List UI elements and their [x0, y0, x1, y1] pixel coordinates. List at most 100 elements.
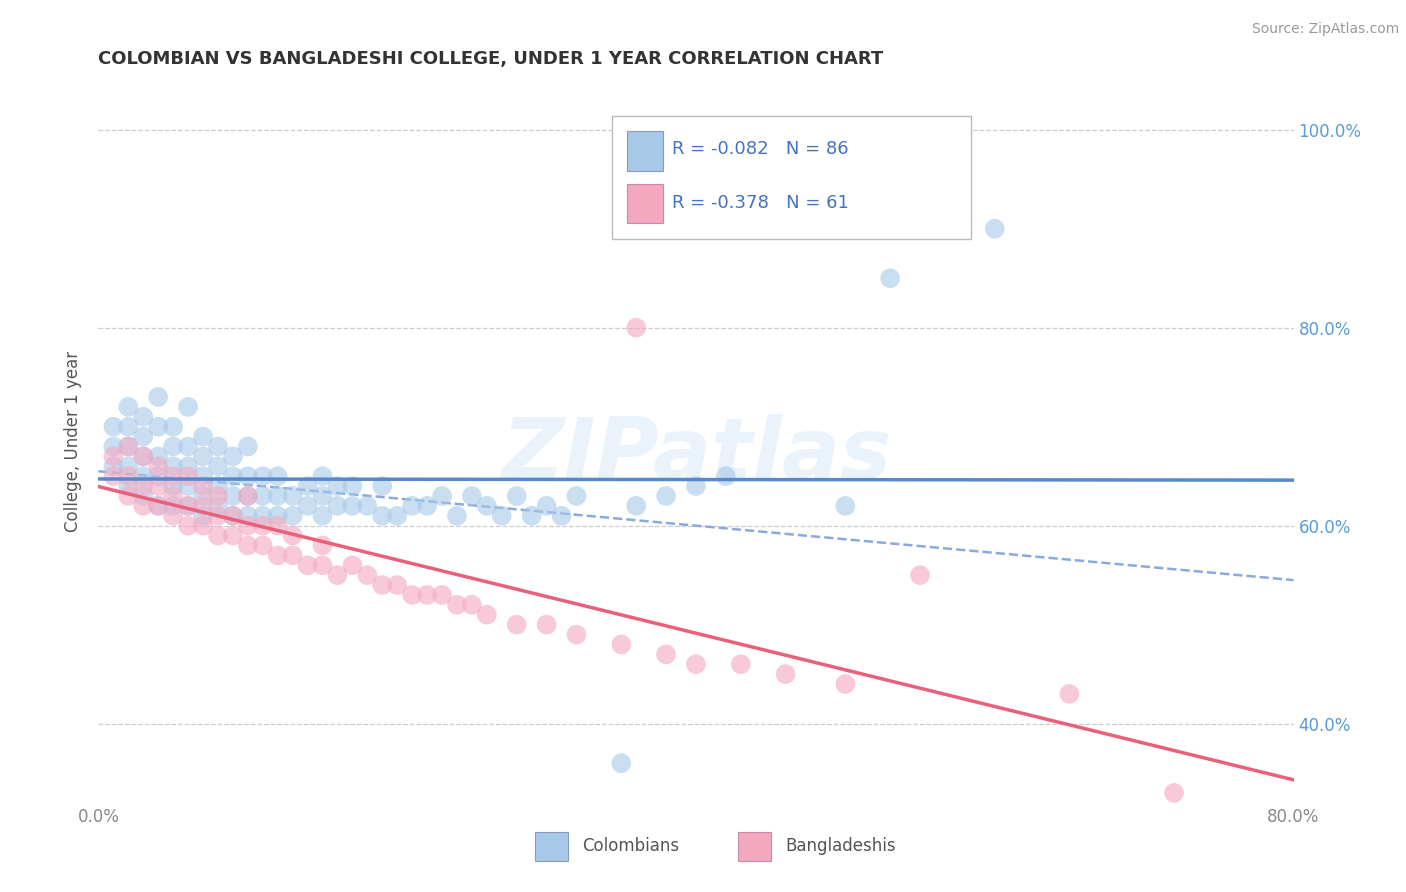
Point [132, 450, 155, 464]
Point [297, 558, 319, 573]
Point [132, 409, 155, 424]
Point [177, 499, 200, 513]
Point [297, 499, 319, 513]
Point [475, 607, 498, 622]
Point [177, 440, 200, 454]
Point [148, 499, 170, 513]
Point [132, 499, 155, 513]
Point [222, 508, 245, 523]
FancyBboxPatch shape [627, 131, 662, 170]
Point [984, 221, 1007, 235]
Point [252, 539, 274, 553]
Point [834, 499, 856, 513]
Point [207, 479, 229, 493]
Point [177, 499, 200, 513]
Point [117, 479, 139, 493]
Point [385, 578, 409, 592]
Y-axis label: College, Under 1 year: College, Under 1 year [65, 351, 83, 533]
Point [236, 489, 259, 503]
Point [177, 459, 200, 474]
Point [207, 459, 229, 474]
Point [103, 469, 125, 483]
Point [177, 400, 200, 414]
Point [132, 469, 155, 483]
Point [416, 588, 439, 602]
Point [191, 489, 214, 503]
Point [326, 499, 349, 513]
Point [267, 518, 290, 533]
Point [297, 479, 319, 493]
Point [342, 558, 364, 573]
Point [311, 539, 333, 553]
Point [281, 528, 304, 542]
Point [148, 459, 170, 474]
Point [177, 479, 200, 493]
Point [222, 528, 245, 542]
Point [117, 469, 139, 483]
Point [148, 450, 170, 464]
Point [401, 499, 423, 513]
Point [117, 400, 139, 414]
Point [565, 489, 588, 503]
Point [207, 489, 229, 503]
Point [730, 657, 752, 672]
Point [446, 508, 468, 523]
Point [311, 558, 333, 573]
Point [132, 479, 155, 493]
Point [162, 419, 184, 434]
Point [117, 440, 139, 454]
Point [371, 508, 394, 523]
Point [132, 489, 155, 503]
Point [191, 450, 214, 464]
Point [132, 450, 155, 464]
Point [430, 588, 453, 602]
Point [236, 508, 259, 523]
Point [685, 479, 707, 493]
Point [236, 469, 259, 483]
Text: ZIPatlas: ZIPatlas [501, 415, 891, 498]
Point [908, 568, 931, 582]
Point [162, 508, 184, 523]
Point [610, 756, 633, 771]
Point [222, 489, 245, 503]
Point [207, 440, 229, 454]
Point [267, 489, 290, 503]
Point [775, 667, 797, 681]
Point [267, 508, 290, 523]
Point [252, 469, 274, 483]
Point [162, 499, 184, 513]
Point [461, 598, 484, 612]
Point [430, 489, 453, 503]
Point [550, 508, 572, 523]
Point [834, 677, 856, 691]
Point [356, 499, 378, 513]
Point [148, 469, 170, 483]
Point [685, 657, 707, 672]
Point [879, 271, 901, 285]
Point [714, 469, 737, 483]
Point [222, 450, 245, 464]
Point [222, 469, 245, 483]
Point [281, 508, 304, 523]
Point [461, 489, 484, 503]
FancyBboxPatch shape [534, 831, 568, 861]
Point [385, 508, 409, 523]
Point [416, 499, 439, 513]
Legend:  [1275, 87, 1286, 98]
Point [326, 568, 349, 582]
Point [148, 390, 170, 404]
Point [536, 617, 558, 632]
Point [191, 508, 214, 523]
Point [446, 598, 468, 612]
Point [191, 499, 214, 513]
Point [177, 469, 200, 483]
Point [148, 499, 170, 513]
Point [162, 459, 184, 474]
Point [148, 419, 170, 434]
Point [103, 459, 125, 474]
Point [148, 479, 170, 493]
Point [626, 320, 648, 334]
Point [252, 508, 274, 523]
Text: Bangladeshis: Bangladeshis [786, 838, 896, 855]
Text: R = -0.082   N = 86: R = -0.082 N = 86 [672, 140, 849, 158]
